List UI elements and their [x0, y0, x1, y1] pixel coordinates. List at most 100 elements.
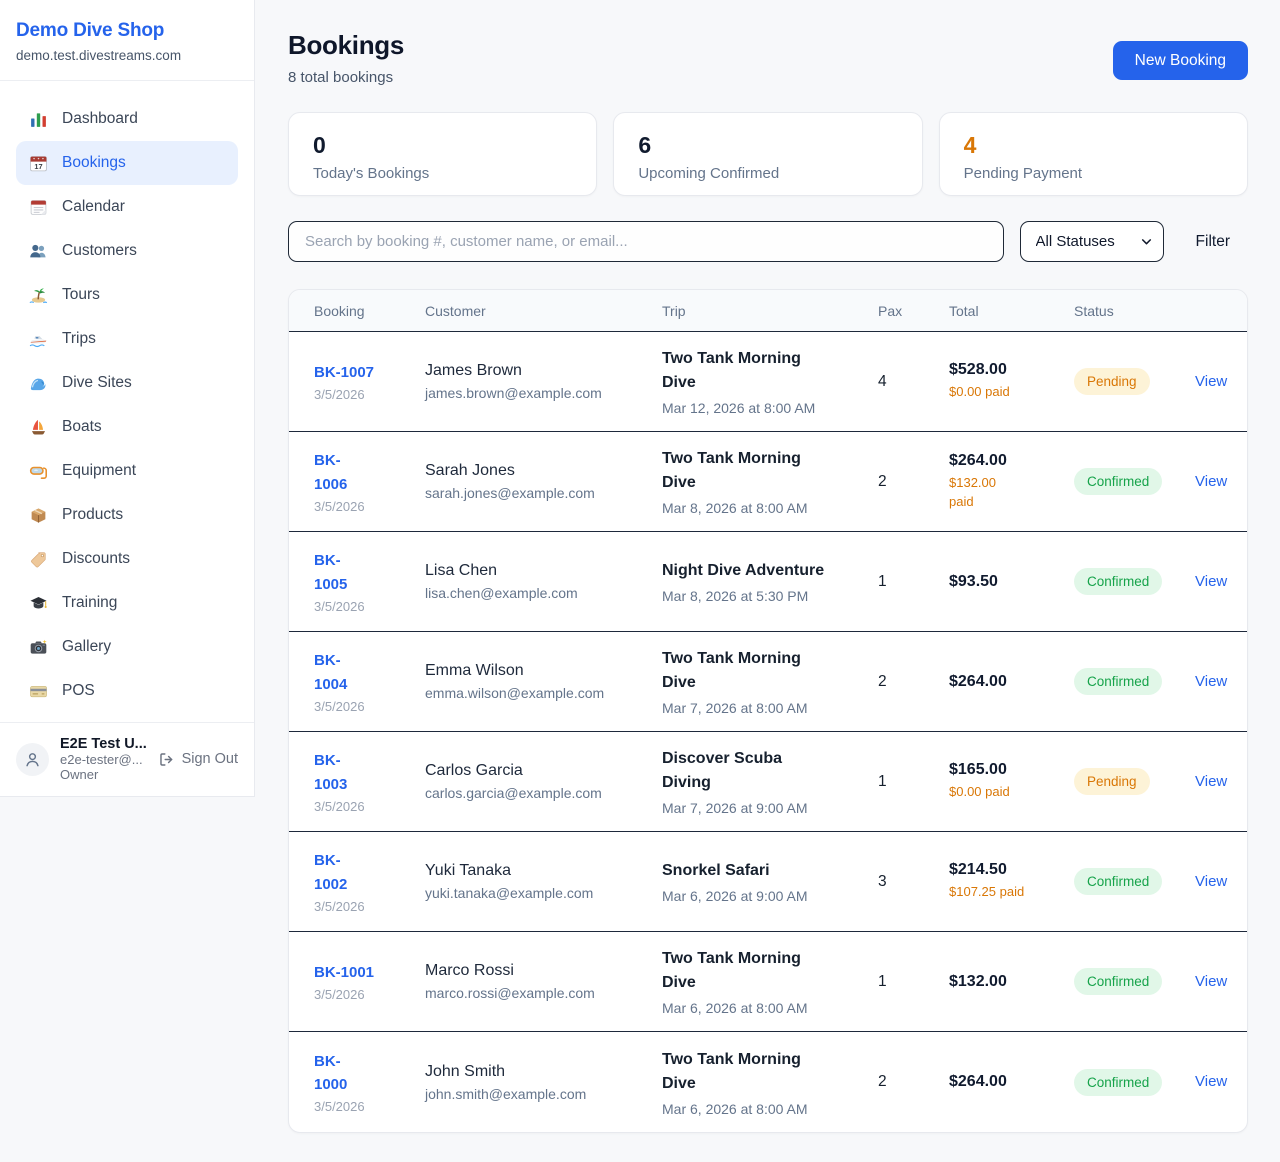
status-cell: Confirmed — [1074, 568, 1195, 595]
user-role: Owner — [60, 767, 99, 782]
trip-title-line: Dive — [662, 374, 696, 391]
stat-card-pending-payment: 4 Pending Payment — [938, 112, 1248, 196]
sidebar-item-boats[interactable]: Boats — [16, 405, 238, 449]
paid-amount: $0.00 paid — [949, 383, 1064, 402]
booking-id-link[interactable]: BK- 1006 — [314, 449, 415, 496]
view-link[interactable]: View — [1195, 872, 1228, 890]
sign-out-button[interactable]: Sign Out — [158, 751, 238, 768]
sidebar-item-label: POS — [62, 682, 95, 699]
booking-id-link[interactable]: BK- 1005 — [314, 549, 415, 596]
trip-title: Two Tank Morning Dive — [662, 947, 868, 995]
total-cell: $528.00 $0.00 paid — [949, 361, 1074, 402]
sidebar-item-calendar[interactable]: Calendar — [16, 185, 238, 229]
stat-card-todays-bookings: 0 Today's Bookings — [288, 112, 598, 196]
booking-cell: BK- 1000 3/5/2026 — [314, 1050, 425, 1115]
customer-cell: Lisa Chen lisa.chen@example.com — [425, 562, 662, 601]
user-info: E2E Test U... e2e-tester@... Owner — [60, 736, 147, 782]
status-cell: Confirmed — [1074, 468, 1195, 495]
customer-cell: Emma Wilson emma.wilson@example.com — [425, 662, 662, 701]
pax-cell: 3 — [878, 872, 887, 890]
booking-id-link[interactable]: BK- 1004 — [314, 649, 415, 696]
booking-id-link[interactable]: BK- 1002 — [314, 849, 415, 896]
stats-row: 0 Today's Bookings 6 Upcoming Confirmed … — [288, 112, 1248, 196]
status-cell: Confirmed — [1074, 968, 1195, 995]
sidebar-item-equipment[interactable]: Equipment — [16, 449, 238, 493]
paid-amount-line: $0.00 paid — [949, 784, 1010, 800]
view-link[interactable]: View — [1195, 772, 1228, 790]
trip-title-line: Night Dive Adventure — [662, 562, 825, 579]
status-select[interactable]: All Statuses — [1019, 221, 1164, 262]
trip-datetime: Mar 8, 2026 at 8:00 AM — [662, 500, 808, 516]
paid-amount-line: $132.00 — [949, 474, 996, 490]
trip-cell: Two Tank Morning Dive Mar 6, 2026 at 8:00 … — [662, 947, 878, 1016]
total-amount: $264.00 — [949, 1073, 1007, 1090]
status-badge: Confirmed — [1074, 468, 1163, 495]
table-row: BK- 1000 3/5/2026 John Smith john.smith@exam… — [289, 1032, 1247, 1132]
paid-amount: $107.25 paid — [949, 883, 1064, 902]
trip-title: Two Tank Morning Dive — [662, 1048, 868, 1096]
trip-title-line: Dive — [662, 474, 696, 491]
view-link[interactable]: View — [1195, 672, 1228, 690]
trip-cell: Two Tank Morning Dive Mar 7, 2026 at 8:00 … — [662, 647, 878, 716]
trip-title-line: Dive — [662, 974, 696, 991]
booking-id-link[interactable]: BK- 1003 — [314, 749, 415, 796]
booking-id-line: 1005 — [314, 575, 348, 593]
customer-email: emma.wilson@example.com — [425, 685, 605, 701]
view-link[interactable]: View — [1195, 972, 1228, 990]
page-title: Bookings — [288, 30, 405, 60]
view-link[interactable]: View — [1195, 372, 1228, 390]
view-link[interactable]: View — [1195, 572, 1228, 590]
trip-title: Two Tank Morning Dive — [662, 447, 868, 495]
users-icon — [29, 242, 48, 261]
view-cell: View — [1195, 973, 1237, 991]
view-link[interactable]: View — [1195, 472, 1228, 490]
booking-id-link[interactable]: BK- 1000 — [314, 1050, 415, 1097]
sidebar-item-products[interactable]: Products — [16, 493, 238, 537]
package-icon — [29, 506, 48, 525]
sidebar-item-label: Dashboard — [62, 110, 138, 127]
trip-title-line: Snorkel Safari — [662, 862, 770, 879]
status-badge: Confirmed — [1074, 868, 1163, 895]
customer-email: john.smith@example.com — [425, 1085, 587, 1102]
status-cell: Confirmed — [1074, 1068, 1195, 1096]
new-booking-button[interactable]: New Booking — [1112, 41, 1248, 80]
speedboat-icon — [29, 330, 48, 349]
booking-id-line: BK- — [314, 852, 341, 870]
filter-button[interactable]: Filter — [1195, 232, 1230, 250]
sidebar-item-discounts[interactable]: Discounts — [16, 537, 238, 581]
trip-datetime: Mar 6, 2026 at 8:00 AM — [662, 1100, 808, 1117]
trip-title-line: Dive — [662, 674, 696, 691]
total-cell: $264.00 $132.00 paid — [949, 452, 1074, 512]
sidebar-item-customers[interactable]: Customers — [16, 229, 238, 273]
customer-email: marco.rossi@example.com — [425, 985, 595, 1001]
sidebar-item-trips[interactable]: Trips — [16, 317, 238, 361]
sidebar-item-dashboard[interactable]: Dashboard — [16, 97, 238, 141]
booking-date: 3/5/2026 — [314, 598, 365, 614]
sidebar-item-pos[interactable]: POS — [16, 669, 238, 713]
booking-date: 3/5/2026 — [314, 698, 365, 714]
total-cell: $165.00 $0.00 paid — [949, 761, 1074, 802]
booking-id-link[interactable]: BK-1001 — [314, 961, 415, 984]
sidebar-item-gallery[interactable]: Gallery — [16, 625, 238, 669]
booking-id-line: 1000 — [314, 1076, 348, 1093]
paid-amount: $0.00 paid — [949, 783, 1064, 802]
total-cell: $132.00 — [949, 973, 1074, 991]
table-row: BK- 1005 3/5/2026 Lisa Chen lisa.chen@exampl… — [289, 532, 1247, 632]
booking-id-line: BK-1001 — [314, 963, 375, 981]
booking-id-line: BK- — [314, 552, 341, 570]
table-row: BK- 1003 3/5/2026 Carlos Garcia carlos.garci… — [289, 732, 1247, 832]
svg-text:17: 17 — [34, 161, 42, 170]
search-input[interactable] — [288, 221, 1004, 262]
sidebar-item-bookings[interactable]: 17 Bookings — [16, 141, 238, 185]
sidebar-item-dive-sites[interactable]: Dive Sites — [16, 361, 238, 405]
customer-cell: John Smith john.smith@example.com — [425, 1063, 662, 1102]
status-cell: Confirmed — [1074, 668, 1195, 695]
calendar-icon — [29, 198, 48, 217]
booking-id-link[interactable]: BK-1007 — [314, 361, 415, 384]
table-row: BK-1001 3/5/2026 Marco Rossi marco.rossi@ex… — [289, 932, 1247, 1032]
view-link[interactable]: View — [1195, 1073, 1228, 1090]
trip-datetime: Mar 12, 2026 at 8:00 AM — [662, 400, 816, 416]
sidebar-item-training[interactable]: Training — [16, 581, 238, 625]
sidebar-item-tours[interactable]: Tours — [16, 273, 238, 317]
column-header-total: Total — [949, 302, 979, 319]
